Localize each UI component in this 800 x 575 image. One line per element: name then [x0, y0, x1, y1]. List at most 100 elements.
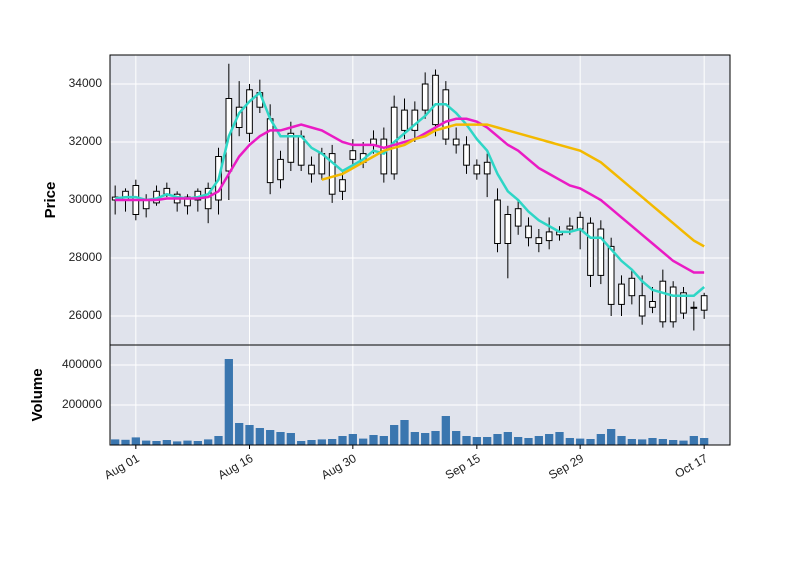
volume-bar [163, 440, 171, 445]
volume-bar [338, 436, 346, 445]
candle-body [381, 139, 387, 174]
candle-body [484, 162, 490, 174]
volume-bar [514, 437, 522, 445]
candle-body [298, 136, 304, 165]
volume-bar [628, 439, 636, 445]
price-ytick: 34000 [69, 76, 103, 90]
x-tick: Sep 15 [443, 451, 483, 482]
price-ytick: 28000 [69, 250, 103, 264]
candle-body [526, 226, 532, 238]
candle-body [629, 278, 635, 295]
volume-bar [380, 436, 388, 445]
volume-bar [545, 434, 553, 445]
volume-bar [183, 441, 191, 445]
volume-bar [669, 440, 677, 445]
candle-body [443, 90, 449, 139]
volume-bar [473, 437, 481, 445]
candle-body [474, 165, 480, 174]
volume-bar [328, 439, 336, 445]
candle-body [598, 229, 604, 275]
candle-body [464, 145, 470, 165]
x-tick: Oct 17 [672, 451, 710, 481]
candle-body [701, 296, 707, 311]
x-tick: Sep 29 [546, 451, 586, 482]
volume-bar [576, 439, 584, 445]
candle-body [453, 139, 459, 145]
candle-body [536, 238, 542, 244]
volume-bar [524, 438, 532, 445]
volume-bar [659, 439, 667, 445]
volume-bar [204, 439, 212, 445]
volume-bar [400, 420, 408, 445]
candle-body [422, 84, 428, 110]
price-ytick: 32000 [69, 134, 103, 148]
candle-body [670, 287, 676, 322]
volume-bar [617, 436, 625, 445]
candle-body [691, 307, 697, 308]
volume-bar [504, 432, 512, 445]
volume-bar [597, 434, 605, 445]
candle-body [619, 284, 625, 304]
volume-bar [287, 433, 295, 445]
volume-bar [700, 438, 708, 445]
volume-bar [462, 436, 470, 445]
volume-bar [431, 431, 439, 445]
volume-bar [276, 432, 284, 445]
volume-bar [535, 436, 543, 445]
price-ytick: 26000 [69, 308, 103, 322]
volume-bar [369, 435, 377, 445]
volume-bar [390, 425, 398, 445]
candle-body [143, 200, 149, 209]
volume-bar [142, 441, 150, 445]
volume-bar [493, 434, 501, 445]
volume-bar [690, 436, 698, 445]
volume-bar [555, 432, 563, 445]
volume-bar [235, 423, 243, 445]
candle-body [515, 209, 521, 226]
volume-bar [638, 439, 646, 445]
volume-bar [648, 438, 656, 445]
candle-body [267, 119, 273, 183]
candle-body [402, 110, 408, 130]
candle-body [278, 159, 284, 179]
volume-bar [359, 439, 367, 445]
candle-body [577, 217, 583, 229]
volume-bar [349, 434, 357, 445]
volume-bar [194, 441, 202, 445]
candle-body [495, 200, 501, 244]
ohlc-chart: 2600028000300003200034000200000400000Aug… [0, 0, 800, 575]
price-ytick: 30000 [69, 192, 103, 206]
volume-bar [297, 441, 305, 445]
candle-body [588, 223, 594, 275]
volume-bar [307, 440, 315, 445]
candle-body [309, 165, 315, 174]
volume-bar [318, 439, 326, 445]
volume-bar [121, 440, 129, 445]
candle-body [660, 281, 666, 322]
candle-body [247, 90, 253, 134]
volume-bar [266, 430, 274, 445]
volume-bar [152, 441, 160, 445]
candle-body [546, 232, 552, 241]
candle-body [123, 191, 129, 200]
candle-body [567, 226, 573, 229]
candle-body [608, 246, 614, 304]
volume-bar [411, 432, 419, 445]
price-axis-label: Price [42, 182, 59, 219]
volume-axis-label: Volume [29, 368, 46, 421]
volume-bar [132, 437, 140, 445]
volume-bar [256, 428, 264, 445]
volume-panel [110, 345, 730, 445]
volume-ytick: 200000 [62, 397, 102, 411]
candle-body [639, 296, 645, 316]
volume-bar [111, 439, 119, 445]
volume-bar [173, 441, 181, 445]
volume-bar [566, 438, 574, 445]
candle-body [650, 302, 656, 308]
volume-bar [607, 429, 615, 445]
volume-bar [214, 436, 222, 445]
volume-bar [483, 437, 491, 445]
volume-bar [452, 431, 460, 445]
candle-body [350, 151, 356, 160]
candle-body [433, 75, 439, 124]
